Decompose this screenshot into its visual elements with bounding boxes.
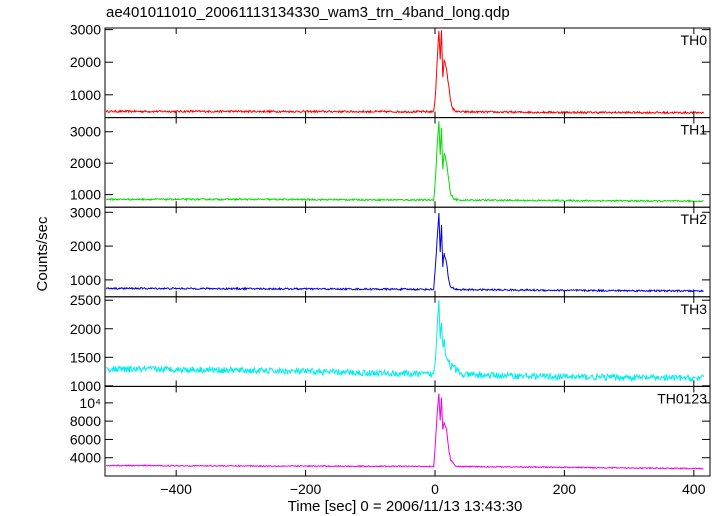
y-tick-label: 1000 <box>70 187 101 203</box>
panel-th2: 1000 2000 3000 TH2 <box>70 204 711 298</box>
y-tick-label: 4000 <box>70 450 101 466</box>
y-tick-label: 1000 <box>70 378 101 394</box>
panel-label: TH0 <box>681 32 708 48</box>
y-tick-label: 1000 <box>70 272 101 288</box>
y-tick-label: 2000 <box>70 155 101 171</box>
panel-frame <box>104 27 711 119</box>
x-axis-label: Time [sec] 0 = 2006/11/13 13:43:30 <box>288 498 523 515</box>
x-tick-label: −400 <box>160 481 192 497</box>
series-line-th1 <box>105 121 704 203</box>
x-tick-label: 0 <box>431 481 439 497</box>
panel-label: TH1 <box>681 122 708 138</box>
x-tick-label: 200 <box>553 481 577 497</box>
panel-stack: 1000 2000 3000 TH0 1000 2000 3000 TH1 1000 2000 30… <box>70 22 711 477</box>
y-tick-label: 3000 <box>70 124 101 140</box>
panel-th3: 1000 1500 2000 2500 TH3 <box>70 292 711 394</box>
y-tick-label: 1000 <box>70 87 101 103</box>
x-axis: −400 −200 0 200 400 <box>160 481 705 497</box>
series-line-th2 <box>105 212 704 293</box>
chart-title: ae401011010_20061113134330_wam3_trn_4ban… <box>106 4 510 21</box>
panel-label: TH2 <box>681 211 708 227</box>
panel-th1: 1000 2000 3000 TH1 <box>70 117 711 208</box>
panel-frame <box>104 117 711 208</box>
y-tick-label: 1500 <box>70 349 101 365</box>
x-tick-label: 400 <box>682 481 706 497</box>
y-tick-label: 2000 <box>70 54 101 70</box>
x-tick-label: −200 <box>290 481 322 497</box>
y-tick-label: 2000 <box>70 321 101 337</box>
panel-label: TH0123 <box>657 390 707 406</box>
y-axis-label: Counts/sec <box>34 216 51 292</box>
panel-th0123: 4000 6000 8000 10⁴ TH0123 <box>70 385 711 477</box>
y-tick-label: 6000 <box>70 431 101 447</box>
panel-label: TH3 <box>681 301 708 317</box>
y-tick-label: 2500 <box>70 292 101 308</box>
y-tick-label: 3000 <box>70 22 101 38</box>
series-line-th0 <box>105 30 704 115</box>
panel-frame <box>104 206 711 298</box>
series-line-th3 <box>106 299 704 384</box>
y-tick-label: 3000 <box>70 204 101 220</box>
panel-frame <box>104 385 711 477</box>
y-tick-label: 2000 <box>70 238 101 254</box>
y-tick-label: 10⁴ <box>79 395 101 411</box>
y-tick-label: 8000 <box>70 413 101 429</box>
series-line-th0123 <box>106 393 704 470</box>
panel-th0: 1000 2000 3000 TH0 <box>70 22 711 119</box>
